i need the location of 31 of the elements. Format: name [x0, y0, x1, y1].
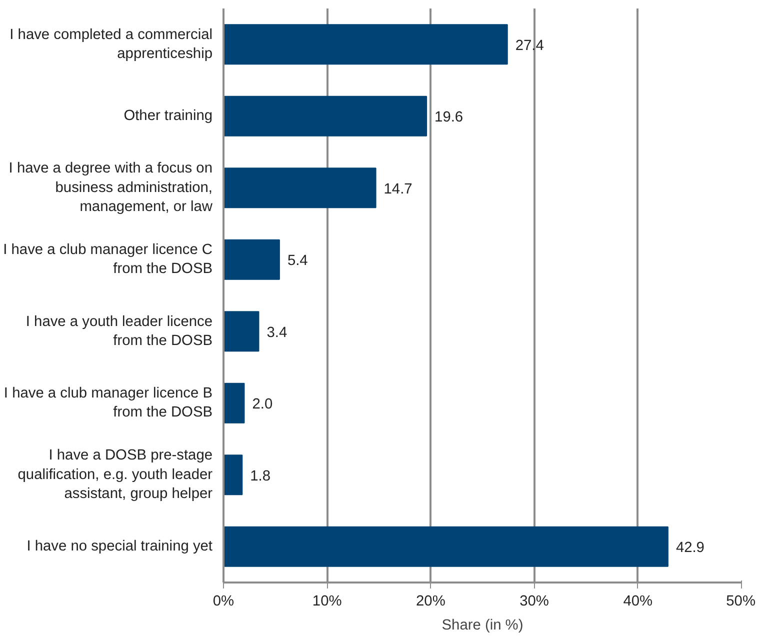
bar [224, 239, 280, 280]
bar [224, 382, 245, 424]
x-tick-label: 50% [726, 594, 756, 610]
bar [224, 96, 428, 136]
data-label: 5.4 [287, 253, 308, 270]
data-label: 19.6 [434, 110, 464, 126]
data-label: 1.8 [250, 468, 271, 484]
x-tick-label: 10% [312, 594, 342, 610]
y-tick-label: I have a degree with a focus on business administration, management, or law [8, 160, 213, 216]
y-tick-label: Other training [124, 108, 212, 124]
bar [224, 526, 668, 567]
x-axis-title: Share (in %) [442, 618, 524, 634]
y-tick-label: I have no special training yet [26, 538, 213, 555]
bar [224, 311, 260, 352]
data-label: 3.4 [266, 324, 288, 341]
bar [224, 168, 376, 208]
data-label: 14.7 [384, 181, 412, 198]
data-label: 2.0 [252, 396, 273, 413]
y-tick-label: I have a youth leader licence from the DOSB [26, 314, 213, 349]
bar [224, 24, 508, 65]
data-label: 27.4 [515, 38, 544, 54]
y-tick-label: I have a DOSB pre-stage qualification, e.g. youth leader assistant, group helper [18, 448, 213, 502]
x-tick-label: 0% [212, 594, 234, 610]
y-tick-label: I have a club manager licence B from the DOSB [4, 386, 213, 421]
y-tick-label: I have completed a commercial apprenticeship [10, 26, 213, 62]
data-label: 42.9 [676, 540, 704, 556]
x-tick-label: 30% [520, 594, 549, 610]
x-tick-label: 20% [416, 594, 446, 610]
x-tick-label: 40% [623, 594, 653, 610]
bar [224, 454, 243, 496]
y-tick-label: I have a club manager licence C from the DOSB [3, 242, 213, 278]
